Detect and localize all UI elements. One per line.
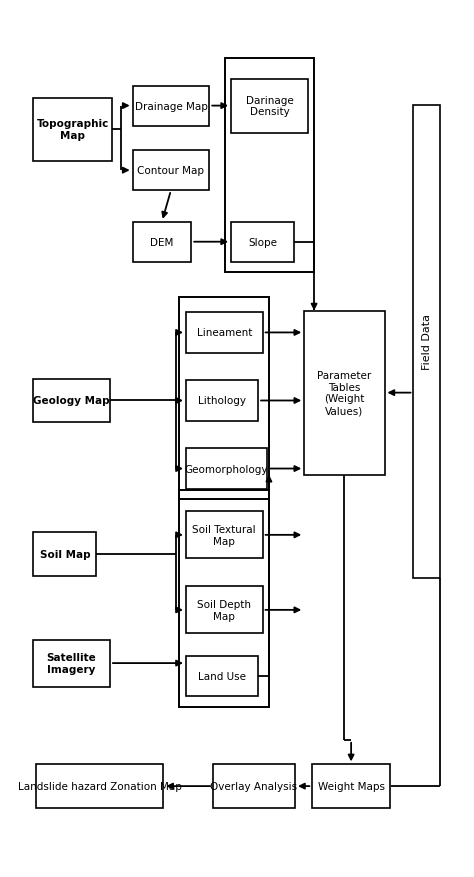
Text: Soil Map: Soil Map — [39, 549, 90, 560]
Text: Contour Map: Contour Map — [137, 166, 204, 176]
FancyBboxPatch shape — [133, 87, 210, 126]
Text: Parameter
Tables
(Weight
Values): Parameter Tables (Weight Values) — [317, 371, 372, 416]
FancyBboxPatch shape — [213, 765, 295, 808]
Text: Drainage Map: Drainage Map — [135, 102, 208, 111]
FancyBboxPatch shape — [304, 311, 384, 475]
Text: Weight Maps: Weight Maps — [318, 781, 384, 791]
FancyBboxPatch shape — [186, 587, 263, 634]
FancyBboxPatch shape — [186, 511, 263, 559]
FancyBboxPatch shape — [186, 313, 263, 353]
FancyBboxPatch shape — [413, 105, 439, 578]
FancyBboxPatch shape — [312, 765, 390, 808]
FancyBboxPatch shape — [231, 80, 308, 133]
Text: Satellite
Imagery: Satellite Imagery — [47, 652, 97, 674]
Text: Land Use: Land Use — [198, 672, 246, 681]
Text: Darinage
Density: Darinage Density — [246, 96, 293, 118]
Text: DEM: DEM — [150, 238, 173, 247]
Text: Lithology: Lithology — [198, 396, 246, 406]
Text: Soil Textural
Map: Soil Textural Map — [192, 524, 256, 546]
Text: Geology Map: Geology Map — [33, 396, 110, 406]
Text: Landslide hazard Zonation Map: Landslide hazard Zonation Map — [18, 781, 182, 791]
FancyBboxPatch shape — [133, 151, 210, 191]
FancyBboxPatch shape — [186, 381, 258, 421]
FancyBboxPatch shape — [231, 223, 294, 262]
FancyBboxPatch shape — [33, 98, 112, 161]
Text: Field Data: Field Data — [421, 314, 431, 370]
Text: Overlay Analysis: Overlay Analysis — [210, 781, 298, 791]
FancyBboxPatch shape — [33, 640, 110, 687]
FancyBboxPatch shape — [186, 656, 258, 696]
Text: Geomorphology: Geomorphology — [185, 464, 268, 474]
Text: Soil Depth
Map: Soil Depth Map — [197, 599, 251, 621]
FancyBboxPatch shape — [186, 449, 267, 489]
FancyBboxPatch shape — [133, 223, 191, 262]
FancyBboxPatch shape — [36, 765, 163, 808]
Text: Topographic
Map: Topographic Map — [36, 119, 109, 141]
Text: Slope: Slope — [248, 238, 277, 247]
FancyBboxPatch shape — [33, 379, 110, 423]
FancyBboxPatch shape — [33, 532, 96, 576]
Text: Lineament: Lineament — [197, 328, 252, 338]
